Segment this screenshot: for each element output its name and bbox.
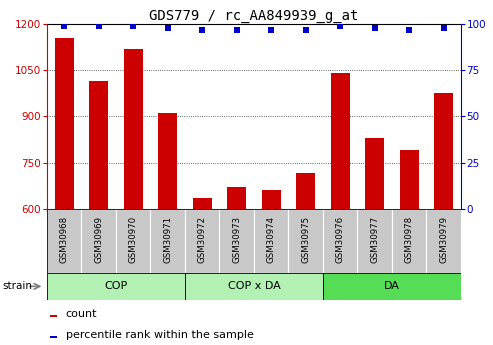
Point [129, 23, 137, 29]
Text: GSM30976: GSM30976 [336, 216, 345, 263]
Bar [262, 190, 281, 209]
Bar [47, 209, 81, 273]
Point [164, 25, 172, 31]
Point [267, 27, 275, 32]
Text: GSM30973: GSM30973 [232, 216, 241, 263]
Text: GSM30974: GSM30974 [267, 216, 276, 263]
Bar [392, 209, 426, 273]
Point [440, 25, 448, 31]
Bar [426, 209, 461, 273]
Text: GSM30977: GSM30977 [370, 216, 379, 263]
Bar [55, 38, 73, 209]
Point [371, 25, 379, 31]
Bar [288, 209, 323, 273]
Point [233, 27, 241, 32]
Point [60, 23, 68, 29]
Title: GDS779 / rc_AA849939_g_at: GDS779 / rc_AA849939_g_at [149, 9, 358, 23]
Text: GSM30972: GSM30972 [198, 216, 207, 263]
Point [302, 27, 310, 32]
Text: percentile rank within the sample: percentile rank within the sample [66, 330, 253, 340]
Point [95, 23, 103, 29]
Bar [323, 209, 357, 273]
Bar [150, 209, 185, 273]
Bar [357, 209, 392, 273]
Bar [365, 138, 384, 209]
Point [198, 27, 206, 32]
Bar [89, 81, 108, 209]
Text: COP: COP [104, 282, 128, 291]
Bar [116, 209, 150, 273]
Bar [185, 273, 323, 300]
Bar [50, 336, 57, 338]
Text: count: count [66, 309, 97, 318]
Bar [81, 209, 116, 273]
Bar [227, 187, 246, 209]
Bar [158, 114, 177, 209]
Text: COP x DA: COP x DA [228, 282, 280, 291]
Text: GSM30968: GSM30968 [60, 216, 69, 263]
Text: GSM30975: GSM30975 [301, 216, 310, 263]
Bar [254, 209, 288, 273]
Bar [50, 315, 57, 317]
Bar [47, 273, 185, 300]
Point [336, 23, 344, 29]
Text: GSM30979: GSM30979 [439, 216, 448, 263]
Bar [185, 209, 219, 273]
Bar [331, 73, 350, 209]
Bar [400, 150, 419, 209]
Text: GSM30971: GSM30971 [163, 216, 172, 263]
Text: GSM30969: GSM30969 [94, 216, 103, 263]
Bar [434, 93, 453, 209]
Bar [323, 273, 461, 300]
Text: GSM30970: GSM30970 [129, 216, 138, 263]
Text: GSM30978: GSM30978 [405, 216, 414, 263]
Bar [296, 173, 315, 209]
Text: strain: strain [2, 282, 33, 291]
Bar [193, 198, 211, 209]
Text: DA: DA [384, 282, 400, 291]
Bar [219, 209, 254, 273]
Point [405, 27, 413, 32]
Bar [124, 49, 142, 209]
